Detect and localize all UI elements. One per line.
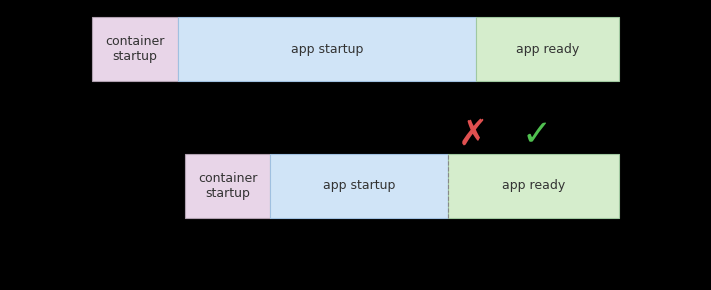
FancyBboxPatch shape — [476, 17, 619, 81]
FancyBboxPatch shape — [448, 154, 619, 218]
Text: container
startup: container startup — [198, 172, 257, 200]
Text: container
startup: container startup — [105, 35, 165, 63]
Text: app startup: app startup — [291, 43, 363, 56]
Text: app ready: app ready — [502, 179, 565, 192]
FancyBboxPatch shape — [270, 154, 448, 218]
FancyBboxPatch shape — [92, 17, 178, 81]
Text: app ready: app ready — [516, 43, 579, 56]
Text: ✗: ✗ — [458, 118, 488, 152]
FancyBboxPatch shape — [185, 154, 270, 218]
Text: ✓: ✓ — [522, 118, 552, 152]
Text: app startup: app startup — [323, 179, 395, 192]
FancyBboxPatch shape — [178, 17, 476, 81]
